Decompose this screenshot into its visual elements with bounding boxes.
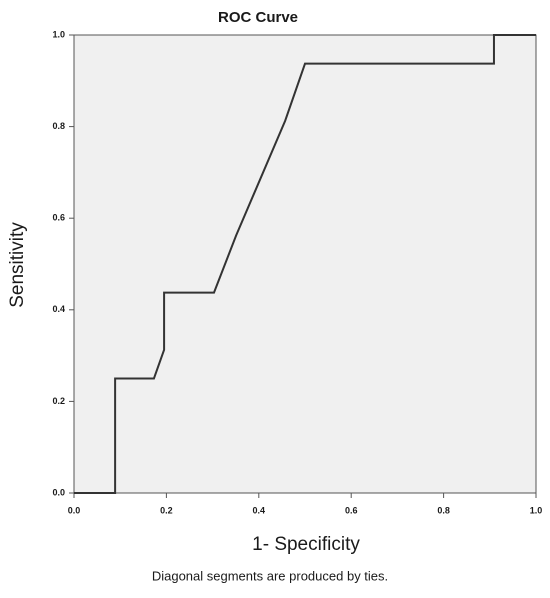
y-tick-label: 0.8 xyxy=(52,121,65,131)
x-tick-label: 0.4 xyxy=(253,505,266,515)
x-tick-label: 0.2 xyxy=(160,505,173,515)
roc-line xyxy=(74,34,536,494)
x-tick-label: 1.0 xyxy=(530,505,543,515)
y-tick-label: 0.2 xyxy=(52,396,65,406)
y-tick-label: 0.4 xyxy=(52,304,65,314)
plot-area xyxy=(73,34,537,494)
footnote: Diagonal segments are produced by ties. xyxy=(152,568,388,583)
x-axis-label: 1- Specificity xyxy=(252,534,360,555)
chart-title: ROC Curve xyxy=(218,9,298,26)
y-tick-label: 0.6 xyxy=(52,213,65,223)
y-tick-label: 0.0 xyxy=(52,487,65,497)
x-tick-label: 0.6 xyxy=(345,505,358,515)
x-tick-label: 0.0 xyxy=(68,505,81,515)
y-tick-label: 1.0 xyxy=(52,29,65,39)
x-tick-label: 0.8 xyxy=(437,505,450,515)
y-axis-label: Sensitivity xyxy=(7,222,28,308)
